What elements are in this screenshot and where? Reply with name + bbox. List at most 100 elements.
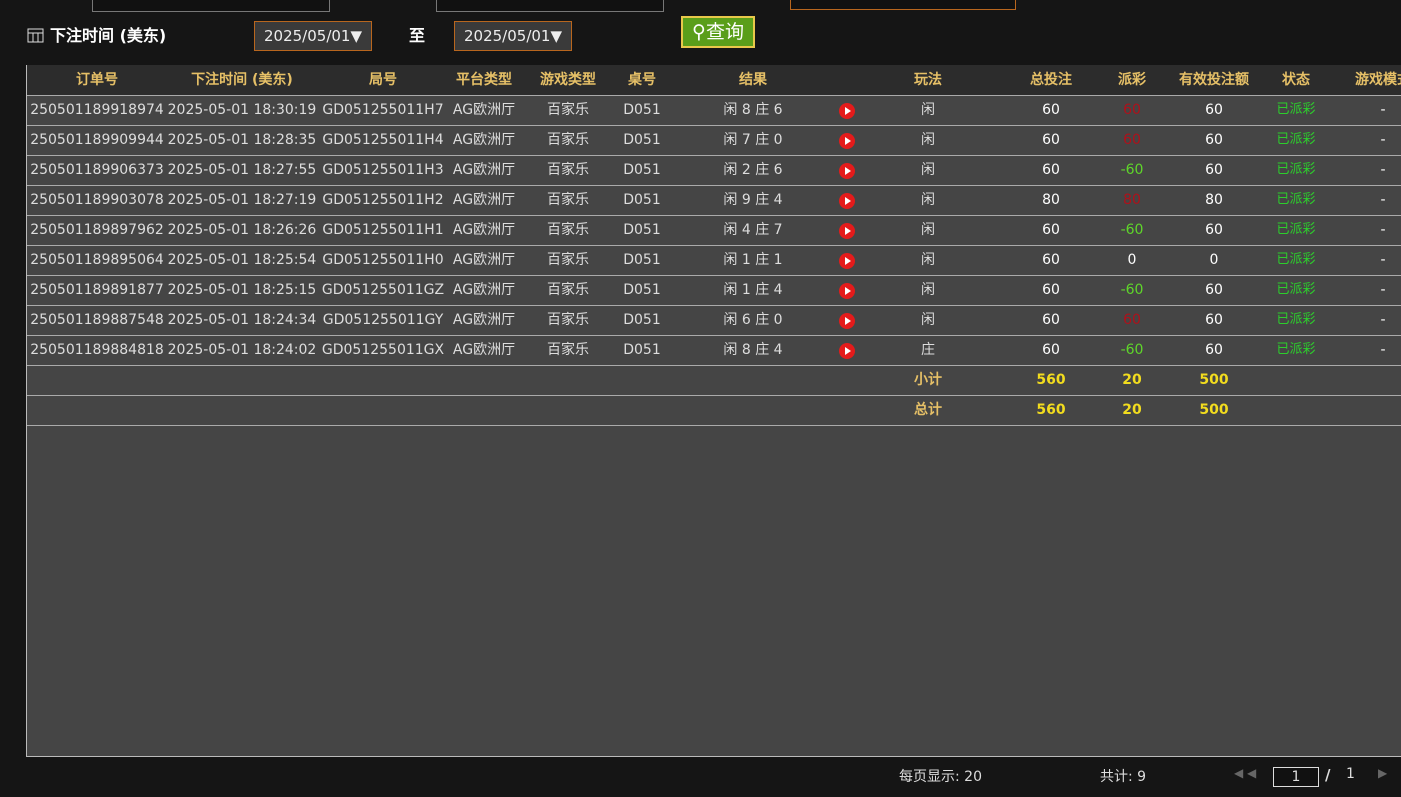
start-date[interactable]: 2025/05/01▼: [254, 21, 372, 51]
play-icon: [845, 167, 851, 175]
cell: 已派彩: [1276, 192, 1316, 207]
summary-total-bet: 560: [1036, 372, 1066, 388]
header-row: [27, 65, 1401, 95]
calendar-icon: [27, 28, 44, 43]
cell: 百家乐: [547, 312, 589, 328]
count: 共计: 9: [1100, 769, 1147, 785]
total-pages: 1: [1346, 766, 1355, 782]
cell: 2025-05-01 18:27:19: [167, 192, 317, 208]
summary-total-bet: 560: [1036, 402, 1066, 418]
cell: 闲 8 庄 4: [723, 342, 783, 358]
input[interactable]: [92, 0, 330, 12]
play-icon: [845, 107, 851, 115]
prev-buttons[interactable]: ◀ ◀: [1234, 766, 1257, 780]
header-cell: 结果: [739, 72, 767, 88]
button-label: 查询: [705, 21, 744, 43]
payout: -60: [1120, 282, 1144, 298]
play-icon: [845, 287, 851, 295]
payout: -60: [1120, 162, 1144, 178]
row-border: [27, 335, 1401, 336]
cell: 2025-05-01 18:24:02: [167, 342, 317, 358]
header-cell: 总投注: [1030, 72, 1072, 88]
cell: 60: [1205, 282, 1223, 298]
play-video-button[interactable]: [839, 223, 855, 239]
cell: D051: [623, 312, 661, 328]
cell: 闲: [921, 222, 935, 238]
cell: GD051255011GZ: [321, 282, 445, 298]
cell: AG欧洲厅: [452, 162, 516, 178]
cell: 闲: [921, 192, 935, 208]
page-input[interactable]: 1: [1273, 767, 1319, 787]
cell: 百家乐: [547, 192, 589, 208]
input[interactable]: [436, 0, 664, 12]
cell: 已派彩: [1276, 162, 1316, 177]
table: 订单号 下注时间 (美东) 局号 平台类型 游戏类型 桌号 结果 玩法 总投注 派彩 有效投注额 状态…: [26, 65, 1401, 757]
cell: D051: [623, 222, 661, 238]
search-button[interactable]: ⚲查询: [681, 16, 755, 48]
play-video-button[interactable]: [839, 193, 855, 209]
cell: 60: [1042, 132, 1060, 148]
payout: 60: [1123, 102, 1141, 118]
cell: D051: [623, 252, 661, 268]
end-date[interactable]: 2025/05/01▼: [454, 21, 572, 51]
play-icon: [845, 137, 851, 145]
cell: 已派彩: [1276, 222, 1316, 237]
cell: 250501189887548: [30, 312, 164, 328]
payout: 80: [1123, 192, 1141, 208]
header-cell: 下注时间 (美东): [191, 72, 293, 88]
cell: 2025-05-01 18:24:34: [167, 312, 317, 328]
payout: 60: [1123, 312, 1141, 328]
cell: D051: [623, 342, 661, 358]
cell: 闲: [921, 252, 935, 268]
play-icon: [845, 347, 851, 355]
cell: GD051255011H1: [322, 222, 444, 238]
cell: 2025-05-01 18:27:55: [167, 162, 317, 178]
row-border: [27, 215, 1401, 216]
page-size: 每页显示: 20: [899, 769, 982, 785]
row-border: [27, 305, 1401, 306]
cell: 250501189909944: [30, 132, 164, 148]
page-separator: /: [1325, 766, 1331, 784]
select[interactable]: [790, 0, 1016, 10]
cell: 80: [1042, 192, 1060, 208]
cell: 已派彩: [1276, 252, 1316, 267]
cell: D051: [623, 192, 661, 208]
header-cell: 派彩: [1118, 72, 1146, 88]
cell: -: [1380, 282, 1386, 298]
cell: AG欧洲厅: [452, 312, 516, 328]
cell: 百家乐: [547, 342, 589, 358]
play-video-button[interactable]: [839, 283, 855, 299]
play-icon: [845, 257, 851, 265]
payout: -60: [1120, 342, 1144, 358]
cell: 2025-05-01 18:25:15: [167, 282, 317, 298]
payout: -60: [1120, 222, 1144, 238]
cell: 已派彩: [1276, 132, 1316, 147]
play-video-button[interactable]: [839, 313, 855, 329]
row-border: [27, 395, 1401, 396]
play-video-button[interactable]: [839, 343, 855, 359]
cell: 60: [1042, 102, 1060, 118]
cell: 60: [1042, 162, 1060, 178]
header-cell: 状态: [1282, 72, 1310, 88]
cell: 60: [1205, 162, 1223, 178]
play-icon: [845, 227, 851, 235]
cell: 250501189891877: [30, 282, 164, 298]
cell: 闲 7 庄 0: [723, 132, 783, 148]
play-video-button[interactable]: [839, 133, 855, 149]
header-cell: 游戏模式: [1355, 72, 1401, 88]
cell: 闲: [921, 102, 935, 118]
cell: -: [1380, 192, 1386, 208]
payout: 60: [1123, 132, 1141, 148]
play-video-button[interactable]: [839, 103, 855, 119]
cell: 已派彩: [1276, 102, 1316, 117]
cell: 闲: [921, 312, 935, 328]
cell: 2025-05-01 18:26:26: [167, 222, 317, 238]
cell: GD051255011GY: [322, 312, 444, 328]
cell: 60: [1205, 132, 1223, 148]
play-video-button[interactable]: [839, 163, 855, 179]
cell: 2025-05-01 18:30:19: [167, 102, 317, 118]
play-video-button[interactable]: [839, 253, 855, 269]
cell: 闲 1 庄 1: [723, 252, 783, 268]
next-button[interactable]: ▶: [1378, 766, 1388, 780]
